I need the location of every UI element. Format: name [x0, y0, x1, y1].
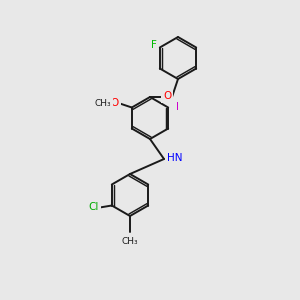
Text: F: F: [151, 40, 157, 50]
Text: Cl: Cl: [88, 202, 99, 212]
Text: I: I: [176, 101, 179, 112]
Text: CH₃: CH₃: [122, 237, 138, 246]
Text: O: O: [163, 91, 171, 101]
Text: O: O: [111, 98, 119, 109]
Text: HN: HN: [167, 153, 182, 163]
Text: CH₃: CH₃: [94, 99, 111, 108]
